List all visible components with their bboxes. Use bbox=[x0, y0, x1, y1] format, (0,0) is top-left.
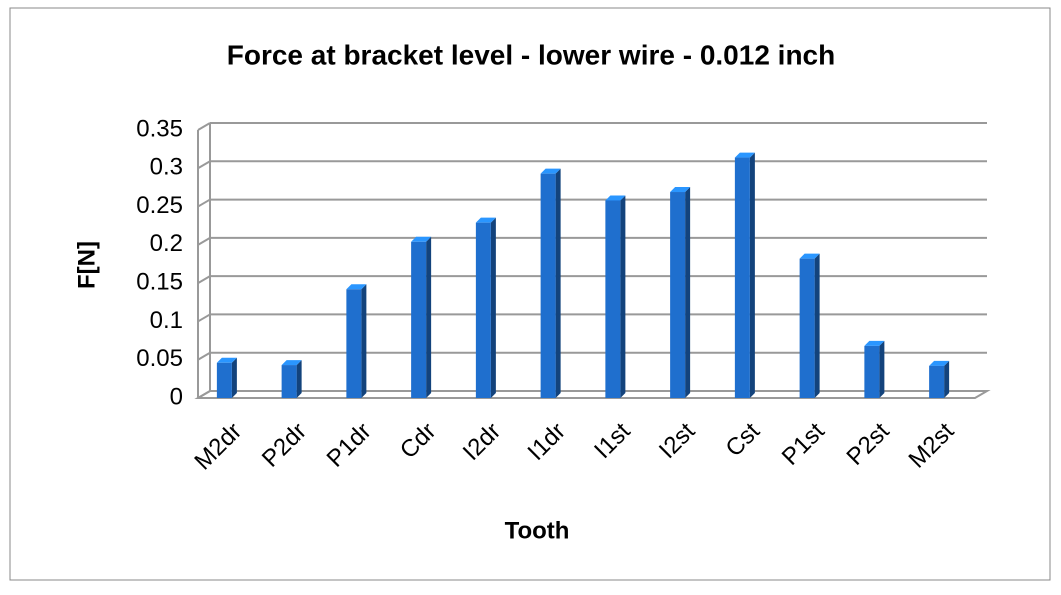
chart-border bbox=[9, 7, 1051, 581]
grid-slant bbox=[197, 390, 211, 399]
bar-side bbox=[296, 360, 302, 398]
grid-slant bbox=[197, 236, 211, 246]
bar-side bbox=[685, 187, 691, 398]
grid-slant bbox=[197, 275, 211, 285]
bar-side bbox=[879, 340, 885, 398]
bar bbox=[799, 258, 815, 398]
bar-top bbox=[346, 284, 367, 290]
bar bbox=[411, 241, 427, 398]
bar-top bbox=[929, 360, 950, 366]
y-tick-label: 0.25 bbox=[136, 192, 183, 219]
bar bbox=[929, 365, 945, 398]
bar bbox=[216, 362, 232, 398]
bar-side bbox=[231, 357, 237, 398]
bar-top bbox=[281, 360, 302, 366]
bar-top bbox=[670, 187, 691, 193]
bar-top bbox=[475, 217, 496, 223]
bar bbox=[605, 200, 621, 398]
y-axis-title: F[N] bbox=[73, 241, 100, 289]
bar-top bbox=[411, 236, 432, 242]
bar-top bbox=[799, 253, 820, 259]
bar-side bbox=[361, 284, 367, 398]
bar-side bbox=[814, 253, 820, 398]
y-tick-label: 0.2 bbox=[150, 230, 183, 257]
chart-title: Force at bracket level - lower wire - 0.… bbox=[227, 39, 835, 70]
y-tick-label: 0.05 bbox=[136, 345, 183, 372]
grid-slant bbox=[197, 198, 211, 208]
bar-side bbox=[620, 195, 626, 398]
bar bbox=[281, 365, 297, 398]
bar-side bbox=[555, 168, 561, 398]
y-tick-label: 0.15 bbox=[136, 268, 183, 295]
bar-top bbox=[540, 168, 561, 174]
y-tick-label: 0 bbox=[170, 383, 183, 410]
bar bbox=[670, 192, 686, 398]
y-tick-label: 0.35 bbox=[136, 115, 183, 142]
bar bbox=[475, 222, 491, 398]
bar-top bbox=[605, 195, 626, 201]
bar-top bbox=[734, 152, 755, 158]
y-tick-label: 0.3 bbox=[150, 154, 183, 181]
x-axis-title: Tooth bbox=[505, 517, 570, 544]
grid-slant bbox=[197, 122, 211, 131]
bar bbox=[734, 157, 750, 398]
grid-slant bbox=[197, 313, 211, 323]
bar-top bbox=[864, 340, 885, 346]
bar-top bbox=[216, 357, 237, 363]
bar-side bbox=[490, 217, 496, 398]
grid-slant bbox=[197, 160, 211, 170]
bar bbox=[540, 173, 556, 398]
bar-side bbox=[944, 360, 950, 398]
bar-side bbox=[749, 152, 755, 398]
grid-slant bbox=[197, 351, 211, 361]
bar-side bbox=[426, 236, 432, 398]
y-tick-label: 0.1 bbox=[150, 307, 183, 334]
bar bbox=[346, 289, 362, 398]
bar bbox=[864, 345, 880, 398]
